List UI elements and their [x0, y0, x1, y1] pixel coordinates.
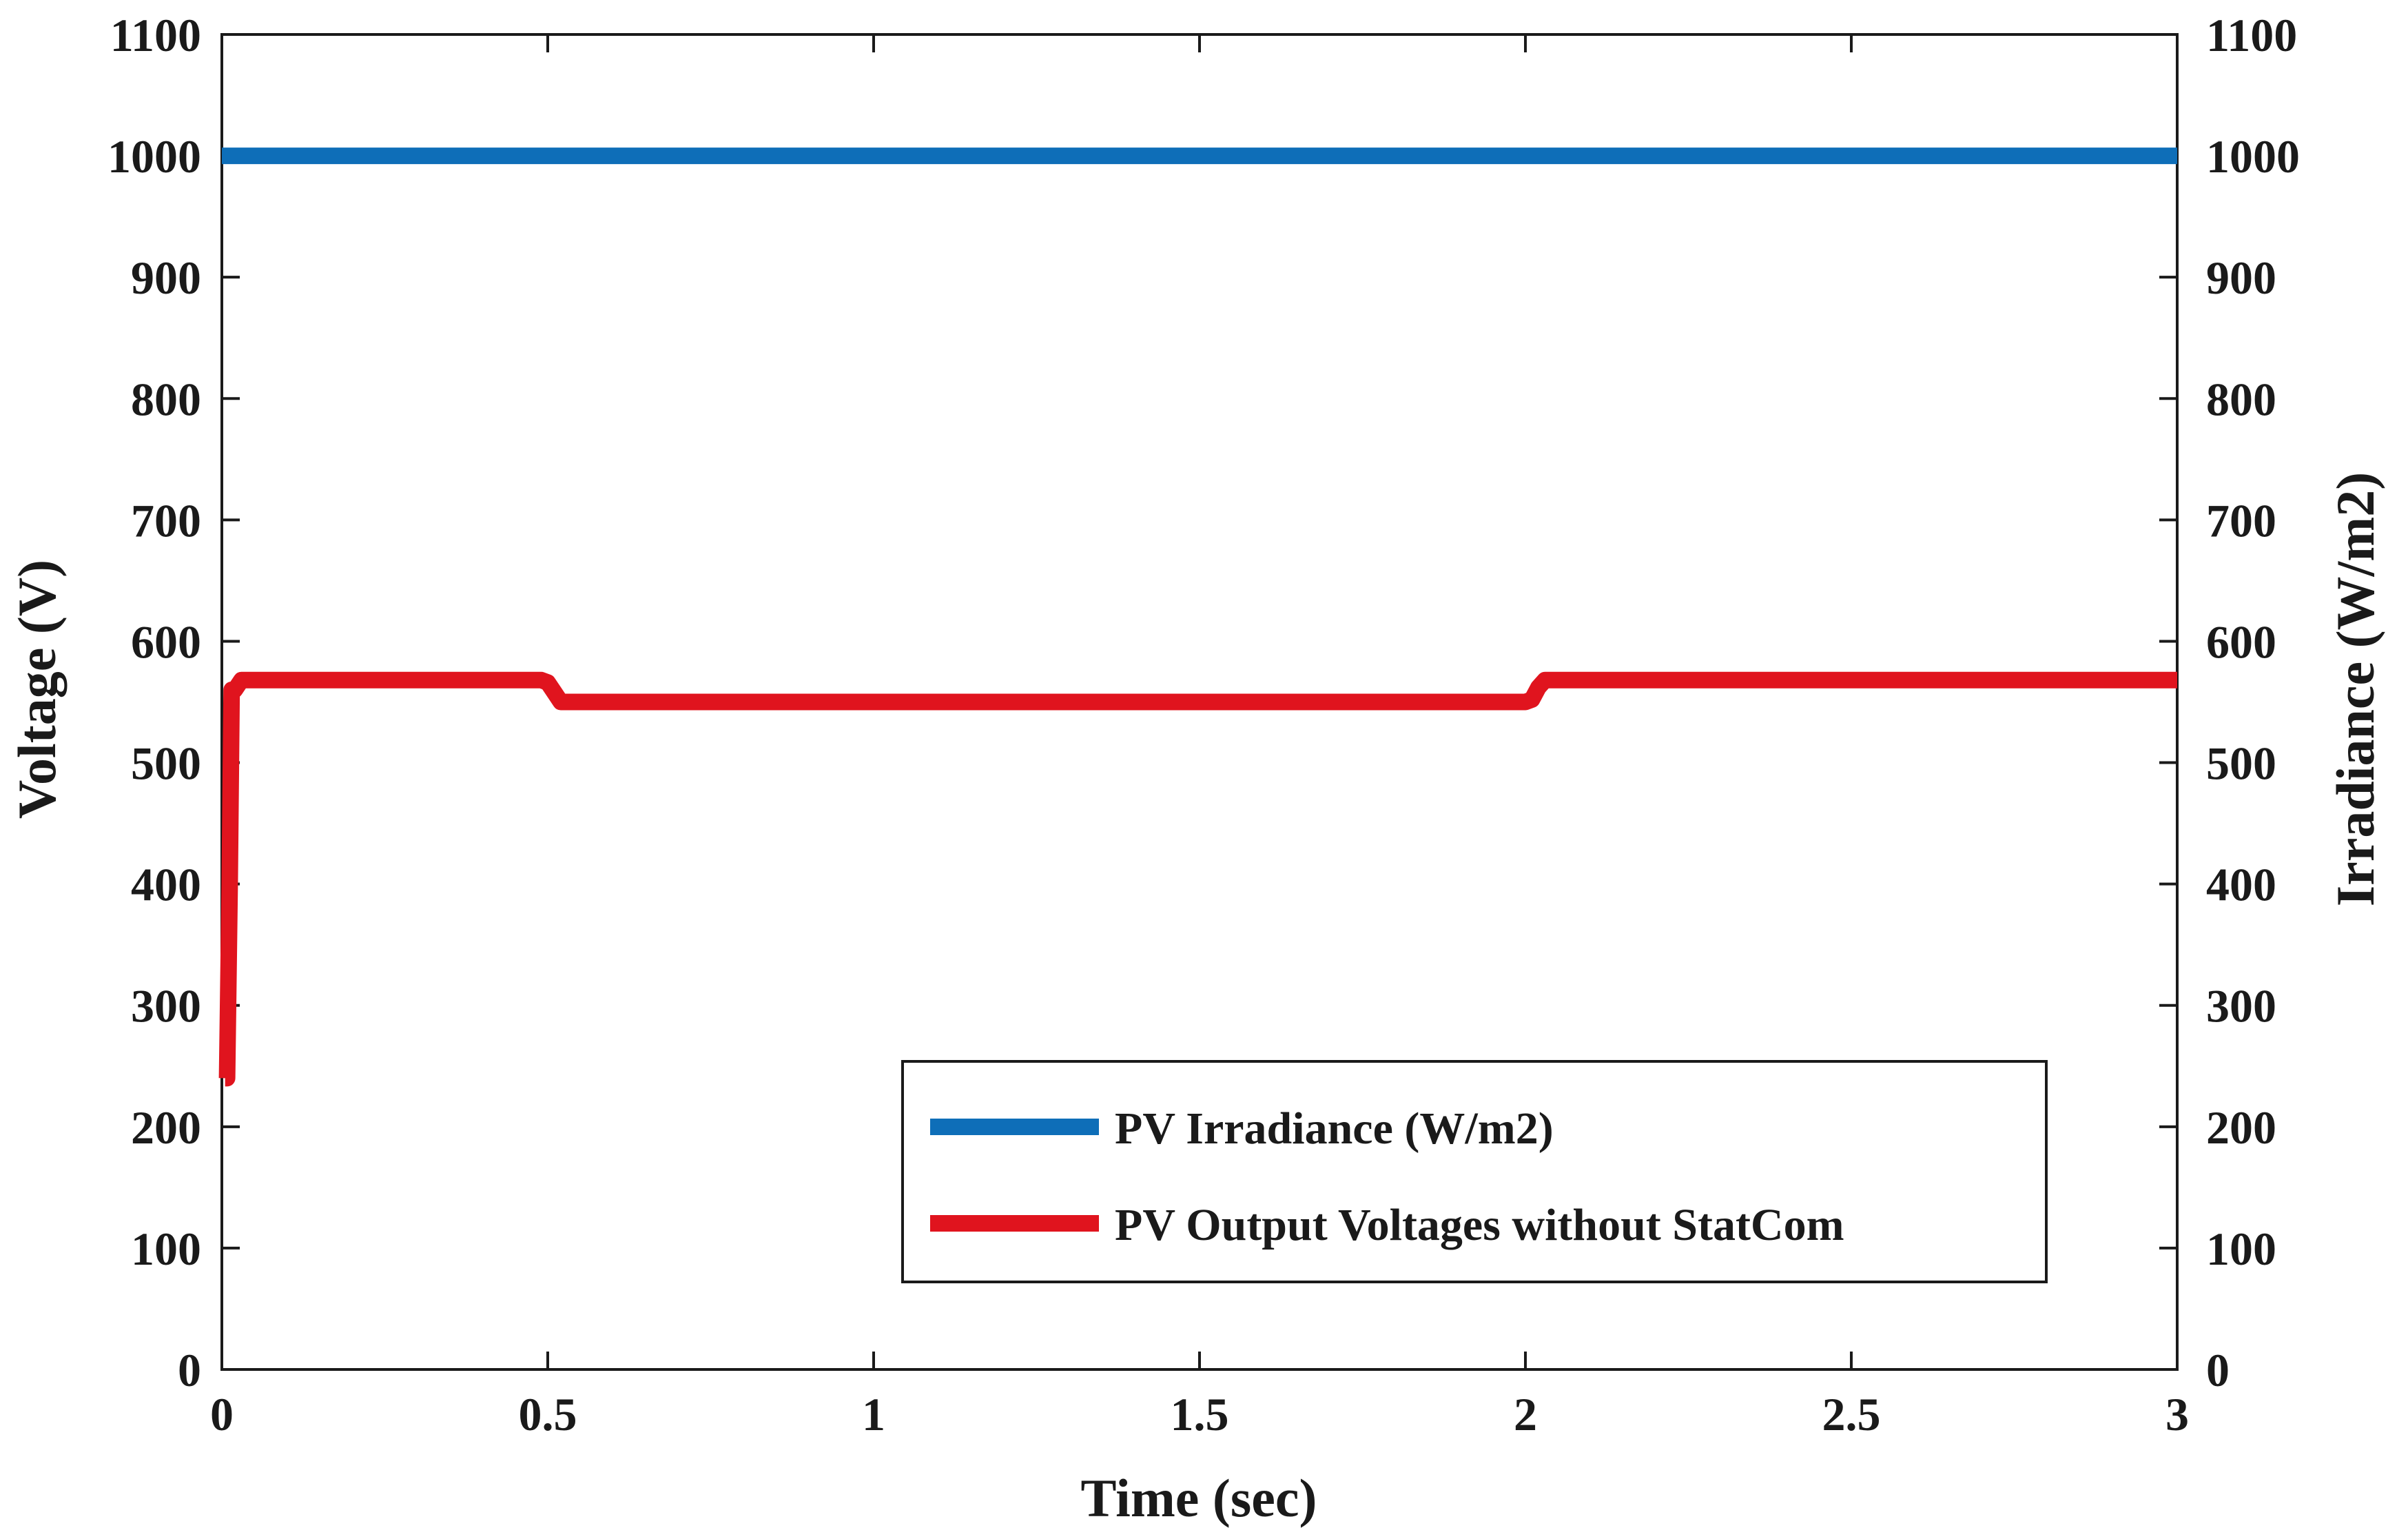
x-tick-label: 0.5 [519, 1388, 577, 1440]
y-tick-label: 800 [131, 373, 201, 425]
y2-tick-label: 100 [2206, 1223, 2276, 1275]
x-axis-title: Time (sec) [1081, 1468, 1317, 1528]
y2-tick-label: 900 [2206, 252, 2276, 304]
y-tick-label: 1100 [110, 9, 201, 61]
y-axis-title: Voltage (V) [7, 560, 67, 819]
legend-label-voltage: PV Output Voltages without StatCom [1115, 1200, 1844, 1250]
y-tick-label: 1000 [107, 130, 201, 183]
y-tick-label: 500 [131, 737, 201, 790]
y2-tick-label: 800 [2206, 373, 2276, 425]
y2-tick-label: 1100 [2206, 9, 2297, 61]
x-tick-label: 1.5 [1171, 1388, 1229, 1440]
x-tick-label: 0 [210, 1388, 234, 1440]
y2-tick-label: 1000 [2206, 130, 2300, 183]
x-tick-label: 1 [862, 1388, 885, 1440]
x-tick-label: 2 [1514, 1388, 1537, 1440]
y2-tick-label: 700 [2206, 494, 2276, 547]
y2-tick-label: 200 [2206, 1101, 2276, 1154]
voltage-line [218, 671, 2177, 1087]
y2-tick-label: 600 [2206, 615, 2276, 668]
x-tick-label: 3 [2165, 1388, 2189, 1440]
y-tick-label: 0 [178, 1344, 201, 1396]
y-tick-label: 600 [131, 615, 201, 668]
y-tick-label: 100 [131, 1223, 201, 1275]
y2-tick-label: 500 [2206, 737, 2276, 790]
y-tick-label: 200 [131, 1101, 201, 1154]
y2-tick-label: 300 [2206, 980, 2276, 1032]
y-tick-label: 400 [131, 859, 201, 911]
x-tick-label: 2.5 [1822, 1388, 1881, 1440]
y2-tick-label: 0 [2206, 1344, 2230, 1396]
legend: PV Irradiance (W/m2) PV Output Voltages … [901, 1060, 2048, 1283]
legend-box [901, 1060, 2048, 1283]
y-tick-label: 300 [131, 980, 201, 1032]
legend-label-irradiance: PV Irradiance (W/m2) [1115, 1103, 1554, 1154]
series-lines [218, 147, 2177, 1087]
y-tick-label: 700 [131, 494, 201, 547]
y2-axis-title: Irradiance (W/m2) [2325, 472, 2385, 906]
y2-tick-label: 400 [2206, 859, 2276, 911]
y-tick-label: 900 [131, 252, 201, 304]
